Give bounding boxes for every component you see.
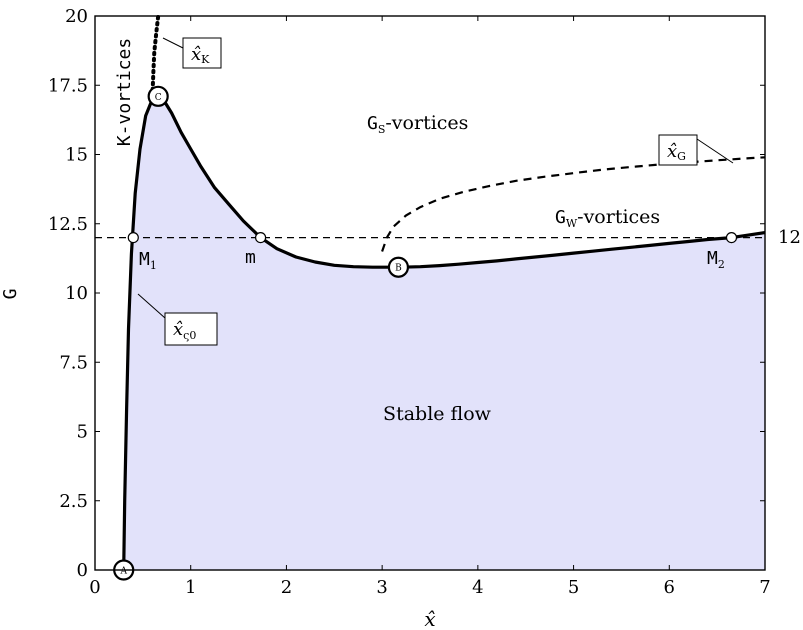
- xg-leader: [696, 138, 734, 164]
- y-tick-label: 7.5: [59, 352, 88, 373]
- gw-vortices-suffix: -vortices: [577, 206, 660, 228]
- marker-b: B: [387, 256, 410, 278]
- gs-vortices-main: G: [367, 113, 378, 134]
- x-tick-label: 2: [281, 577, 292, 598]
- marker-letter: C: [155, 93, 162, 103]
- point-m1: [127, 232, 139, 244]
- marker-letter: A: [119, 567, 127, 577]
- gs-vortices-sub: S: [378, 123, 386, 136]
- svg-text:x̂ς0: x̂ς0: [173, 319, 196, 342]
- x-tick-label: 4: [472, 577, 483, 598]
- svg-text:x̂K: x̂K: [191, 44, 210, 66]
- neutral-curve: [122, 94, 766, 571]
- xk-curve: [150, 14, 161, 99]
- gw-vortices-sub: W: [566, 217, 578, 230]
- x-tick-label: 5: [568, 577, 579, 598]
- m2-label-sub: 2: [718, 258, 725, 271]
- x-tick-label: 0: [89, 577, 100, 598]
- reference-line-value: 12: [778, 227, 801, 248]
- m2-label: M2: [707, 248, 725, 271]
- y-axis-title: G: [0, 289, 21, 300]
- marker-letter: B: [395, 264, 402, 274]
- x-tick-label: 1: [185, 577, 196, 598]
- marker-c: C: [147, 85, 169, 107]
- xk-leader: [162, 37, 184, 49]
- y-tick-label: 20: [65, 6, 88, 27]
- xg-annotation-sub: G: [677, 150, 686, 163]
- m-label: m: [245, 247, 256, 268]
- y-tick-label: 5: [77, 422, 88, 443]
- xg-annotation: x̂G: [658, 134, 698, 166]
- x-tick-label: 3: [376, 577, 387, 598]
- kvortices-label: K-vortices: [114, 38, 135, 146]
- y-tick-label: 10: [65, 283, 88, 304]
- y-tick-label: 17.5: [48, 75, 88, 96]
- gs-vortices-suffix: -vortices: [385, 112, 468, 134]
- xk-annotation-sub: K: [201, 53, 210, 66]
- m1-label-main: M: [139, 249, 150, 270]
- x-tick-label: 6: [664, 577, 675, 598]
- gs-vortices-label: GS-vortices: [367, 112, 468, 136]
- xs-annotation-main: x̂: [173, 319, 183, 340]
- y-tick-label: 15: [65, 145, 88, 166]
- y-tick-label: 12.5: [48, 214, 88, 235]
- xs-leader: [137, 293, 166, 319]
- point-m: [254, 232, 267, 244]
- stable-region-area: [123, 96, 765, 571]
- stable-region-fill: [123, 96, 765, 571]
- y-tick-label: 2.5: [59, 491, 88, 512]
- marker-circle: [147, 85, 169, 107]
- m1-label-sub: 1: [150, 259, 157, 272]
- xs-annotation-sub: ς0: [183, 329, 196, 342]
- stable-flow-label: Stable flow: [383, 403, 492, 425]
- x-axis-title: x̂: [424, 607, 435, 630]
- svg-text:x̂G: x̂G: [667, 141, 686, 163]
- marker-circle: [387, 256, 410, 278]
- gw-vortices-main: G: [555, 207, 566, 228]
- m2-label-main: M: [707, 248, 718, 269]
- axes: [94, 15, 766, 571]
- x-tick-label: 7: [759, 577, 770, 598]
- xk-annotation: x̂K: [182, 37, 222, 69]
- tick-labels: 0 1 2 3 4 5 6 7 0 2.5 5 7.5 10 12.5 15 17.5 20: [48, 6, 771, 598]
- xs-annotation: x̂ς0: [164, 312, 218, 346]
- xg-annotation-main: x̂: [667, 141, 677, 162]
- m1-label: M1: [139, 249, 157, 272]
- y-tick-label: 0: [77, 560, 88, 581]
- xk-annotation-main: x̂: [191, 44, 201, 65]
- point-m2: [725, 232, 738, 244]
- gw-vortices-label: GW-vortices: [555, 206, 660, 230]
